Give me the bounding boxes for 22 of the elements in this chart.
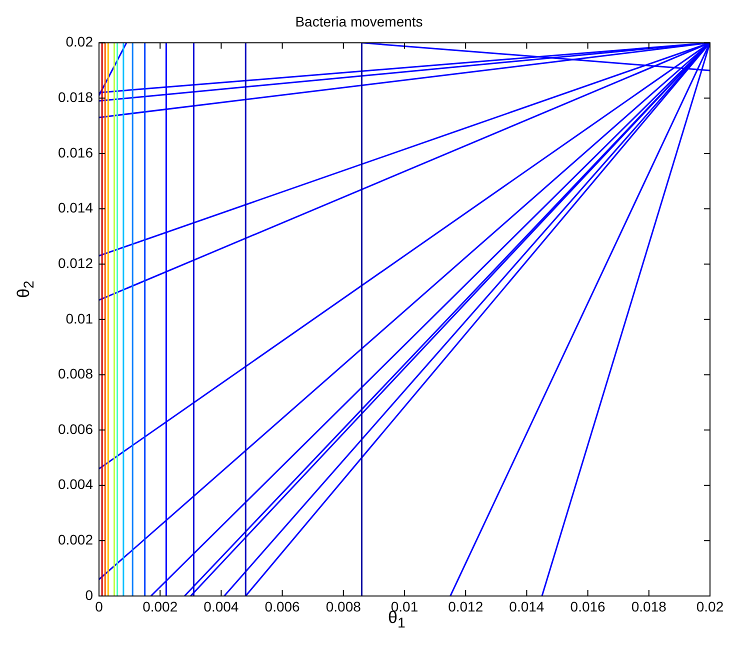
y-tick-label: 0.012 [58, 254, 94, 271]
x-tick-label: 0.002 [142, 598, 178, 614]
x-tick-label: 0 [95, 598, 104, 614]
x-tick-label: 0.018 [631, 598, 667, 614]
x-tick-label: 0.004 [204, 598, 239, 614]
y-tick-label: 0.014 [58, 200, 94, 216]
y-tick-label: 0.006 [58, 420, 94, 437]
y-tick-label: 0.01 [66, 310, 94, 326]
y-tick-label: 0.02 [66, 34, 94, 50]
y-tick-label: 0.016 [58, 144, 94, 160]
y-tick-label: 0.002 [58, 532, 94, 548]
y-tick-label: 0.018 [58, 88, 94, 105]
y-tick-label: 0.004 [58, 476, 94, 492]
x-tick-label: 0.014 [509, 598, 544, 614]
x-tick-label: 0.02 [696, 598, 724, 614]
chart-title: Bacteria movements [295, 13, 423, 30]
x-tick-label: 0.016 [570, 598, 606, 614]
x-tick-label: 0.008 [326, 598, 362, 614]
y-tick-label: 0.008 [58, 366, 94, 382]
x-tick-label: 0.012 [448, 598, 484, 614]
y-tick-label: 0 [85, 586, 94, 603]
x-tick-label: 0.006 [264, 598, 300, 614]
